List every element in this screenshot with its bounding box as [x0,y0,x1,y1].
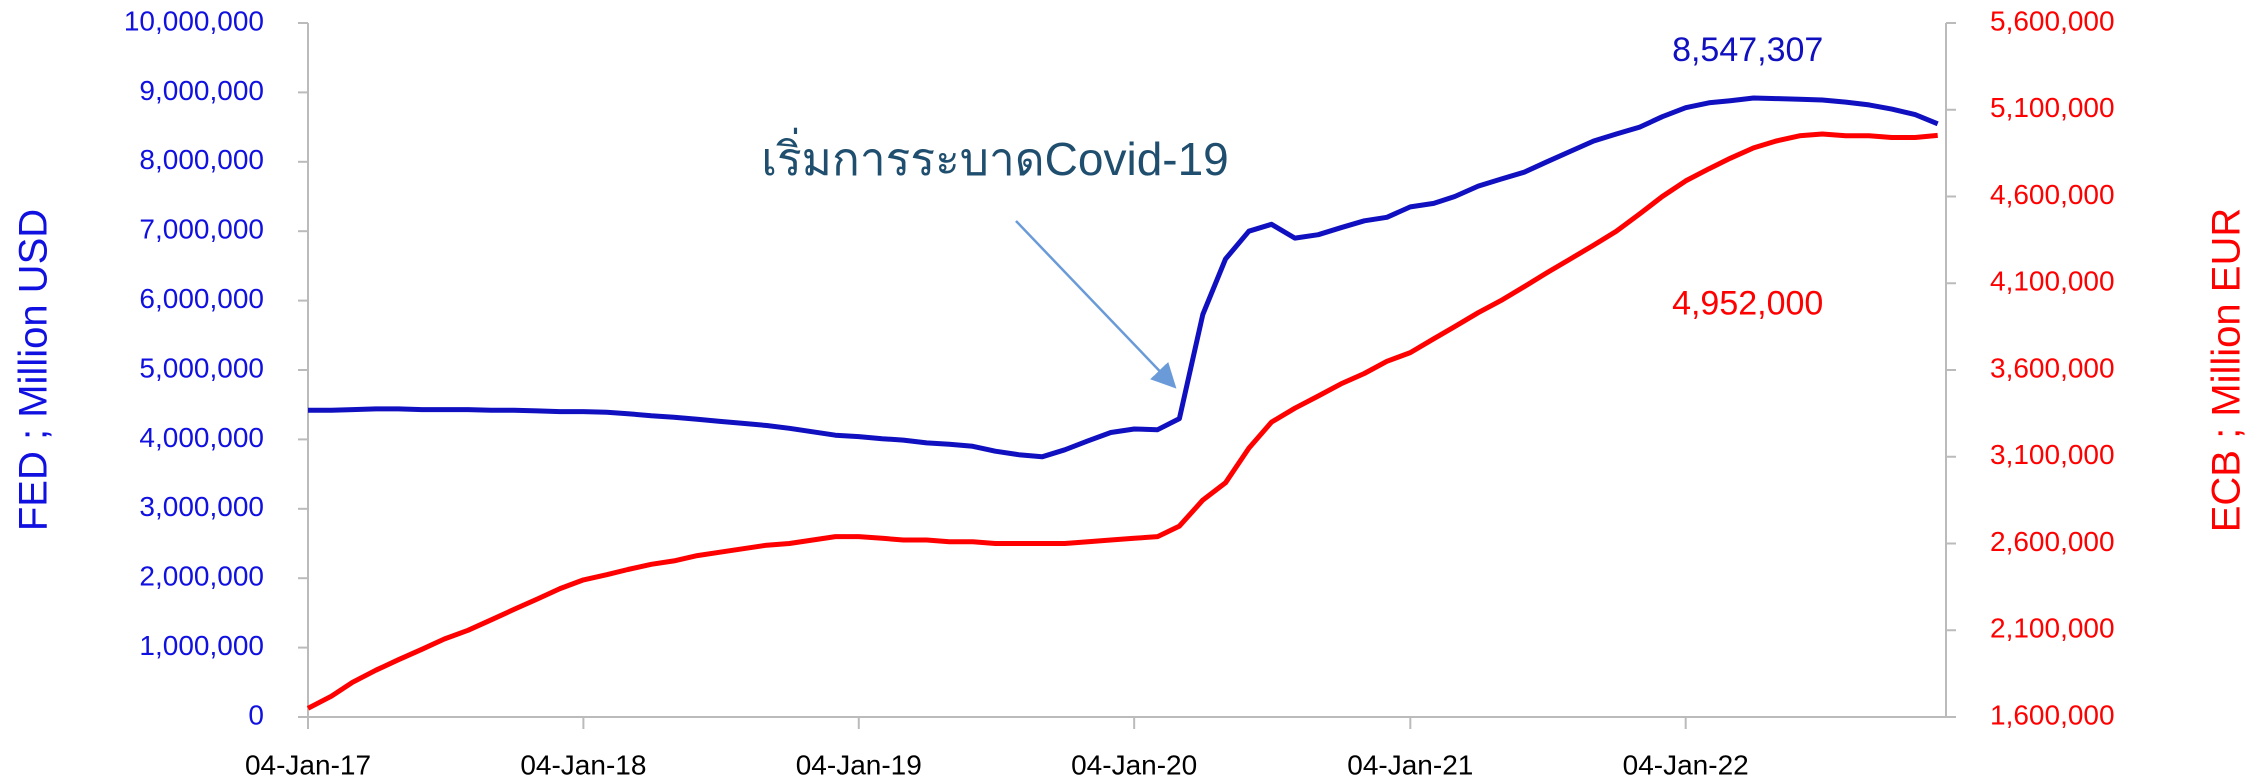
y-axis-title: FED ; Million USD [12,209,56,531]
y-tick-label: 10,000,000 [124,5,264,36]
y-tick-label: 7,000,000 [139,214,264,245]
y2-tick-label: 2,100,000 [1990,613,2115,644]
y-tick-label: 2,000,000 [139,561,264,592]
x-tick-label: 04-Jan-17 [245,749,371,780]
x-tick-label: 04-Jan-18 [520,749,646,780]
line-fed [308,95,1939,460]
y-tick-label: 0 [248,699,264,730]
data-label: 4,952,000 [1672,284,1823,322]
y-tick-label: 1,000,000 [139,630,264,661]
y-tick-label: 8,000,000 [139,144,264,175]
x-tick-label: 04-Jan-19 [796,749,922,780]
data-label: 8,547,307 [1672,31,1823,69]
annotation: เริ่มการระบาดCovid-19 [761,127,1229,185]
y-tick-label: 3,000,000 [139,491,264,522]
line-ecb [306,131,1938,711]
y-tick-label: 5,000,000 [139,352,264,383]
x-tick-label: 04-Jan-22 [1623,749,1749,780]
y2-tick-label: 5,600,000 [1990,5,2115,36]
y-tick-label: 9,000,000 [139,75,264,106]
y-tick-label: 6,000,000 [139,283,264,314]
y2-tick-label: 1,600,000 [1990,699,2115,730]
y2-axis-title: ECB ; Million EUR [2205,208,2249,533]
x-tick-label: 04-Jan-21 [1347,749,1473,780]
y-tick-label: 4,000,000 [139,422,264,453]
x-tick-label: 04-Jan-20 [1071,749,1197,780]
y2-tick-label: 4,600,000 [1990,179,2115,210]
annotation-arrow [1015,220,1177,389]
y2-tick-label: 3,100,000 [1990,439,2115,470]
y2-tick-label: 5,100,000 [1990,92,2115,123]
y2-tick-label: 2,600,000 [1990,526,2115,557]
y2-tick-label: 3,600,000 [1990,352,2115,383]
y2-tick-label: 4,100,000 [1990,266,2115,297]
